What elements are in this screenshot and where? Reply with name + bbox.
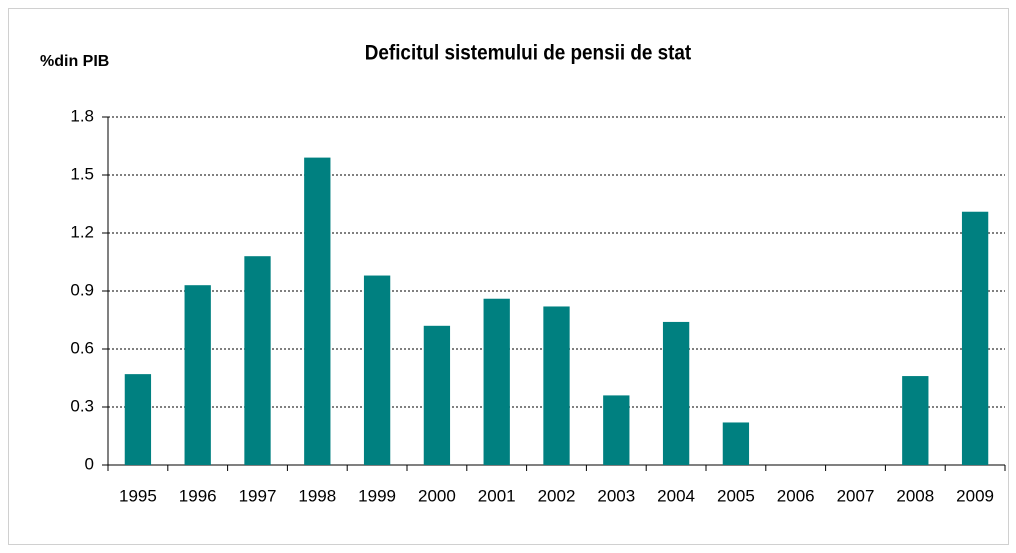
y-tick-label: 0.6	[70, 338, 94, 357]
x-tick-label: 2007	[837, 486, 875, 505]
bar	[483, 298, 510, 465]
bar	[662, 321, 690, 465]
x-tick-label: 1995	[119, 486, 157, 505]
bar	[304, 157, 331, 465]
x-tick-label: 2008	[896, 486, 934, 505]
x-tick-label: 2002	[538, 486, 576, 505]
x-tick-label: 2000	[418, 486, 456, 505]
x-tick-label: 2009	[956, 486, 994, 505]
bar	[961, 211, 989, 465]
bar	[543, 306, 570, 465]
chart-title: Deficitul sistemului de pensii de stat	[365, 42, 692, 65]
x-tick-label: 1998	[298, 486, 336, 505]
y-tick-label: 1.2	[70, 222, 94, 241]
bar	[722, 422, 750, 465]
y-tick-label: 0.9	[70, 280, 94, 299]
x-tick-label: 2006	[777, 486, 815, 505]
bar	[902, 376, 929, 465]
y-tick-label: 1.5	[70, 164, 94, 183]
y-tick-label: 0.3	[70, 396, 94, 415]
x-tick-label: 1997	[239, 486, 277, 505]
y-tick-label: 0	[85, 454, 94, 473]
bar	[363, 275, 391, 465]
bar	[423, 325, 451, 465]
x-tick-label: 2003	[597, 486, 635, 505]
x-tick-label: 1996	[179, 486, 217, 505]
y-axis-label: %din PIB	[40, 53, 109, 70]
bar	[124, 374, 152, 465]
x-tick-label: 2004	[657, 486, 695, 505]
bar	[603, 395, 630, 465]
bar	[244, 256, 271, 465]
y-tick-label: 1.8	[70, 106, 94, 125]
x-tick-label: 2005	[717, 486, 755, 505]
x-tick-label: 1999	[358, 486, 396, 505]
x-tick-label: 2001	[478, 486, 516, 505]
bar	[184, 285, 211, 465]
